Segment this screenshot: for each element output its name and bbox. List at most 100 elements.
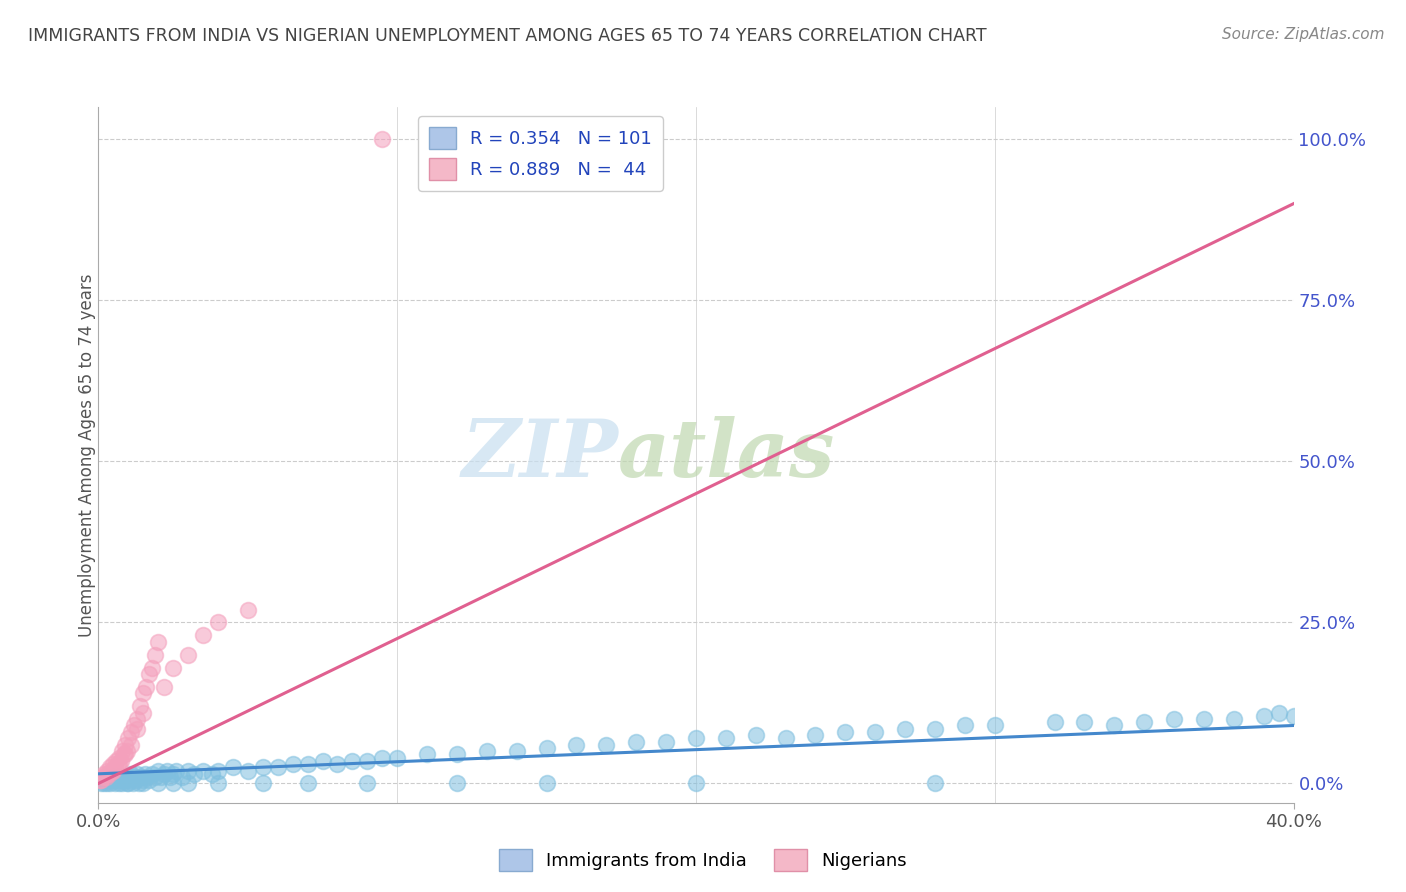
Point [1267,706,1289,720]
Point [129,770,152,784]
Point [120,766,142,781]
Point [141,766,163,781]
Point [96,764,118,778]
Point [172,770,194,784]
Y-axis label: Unemployment Among Ages 65 to 74 years: Unemployment Among Ages 65 to 74 years [79,273,96,637]
Text: atlas: atlas [619,417,835,493]
Point [506,744,529,758]
Point [103,764,125,778]
Point [127,722,149,736]
Point [162,776,184,790]
Point [1102,718,1125,732]
Point [536,741,558,756]
Point [115,744,138,758]
Point [120,725,142,739]
Point [134,766,156,781]
Point [117,770,139,784]
Point [104,776,127,790]
Point [114,773,136,788]
Point [326,757,349,772]
Point [96,776,118,790]
Point [132,773,155,788]
Point [101,764,124,778]
Point [446,747,468,762]
Point [685,776,707,790]
Point [107,757,129,772]
Point [129,699,152,714]
Point [89,773,111,788]
Point [201,766,224,781]
Point [924,776,946,790]
Point [236,764,259,778]
Point [111,776,134,790]
Point [103,757,125,772]
Point [207,776,229,790]
Point [385,750,409,764]
Point [475,744,498,758]
Point [775,731,797,746]
Point [124,770,146,784]
Point [153,766,176,781]
Point [983,718,1005,732]
Point [148,764,170,778]
Point [94,770,117,784]
Point [98,776,122,790]
Point [297,757,319,772]
Point [105,773,128,788]
Point [342,754,364,768]
Point [177,776,200,790]
Point [114,738,136,752]
Point [416,747,439,762]
Point [685,731,707,746]
Point [91,770,114,784]
Point [108,776,131,790]
Point [117,731,139,746]
Point [863,725,886,739]
Point [953,718,976,732]
Point [90,773,112,788]
Point [655,734,678,748]
Text: Source: ZipAtlas.com: Source: ZipAtlas.com [1222,27,1385,42]
Point [148,776,170,790]
Point [112,770,135,784]
Point [183,766,205,781]
Point [98,760,122,774]
Point [127,712,149,726]
Point [121,776,143,790]
Point [834,725,856,739]
Point [132,776,155,790]
Point [118,773,141,788]
Point [120,738,142,752]
Point [97,766,120,781]
Point [148,634,170,648]
Point [207,615,229,630]
Point [1192,712,1215,726]
Point [565,738,588,752]
Point [117,776,139,790]
Point [111,744,134,758]
Point [714,731,737,746]
Point [132,686,155,700]
Point [143,770,166,784]
Point [132,706,155,720]
Point [108,750,131,764]
Point [115,776,138,790]
Point [371,750,394,764]
Point [135,770,157,784]
Point [153,680,176,694]
Point [150,770,173,784]
Point [252,776,274,790]
Point [138,773,160,788]
Point [267,760,290,774]
Point [141,660,163,674]
Point [124,718,146,732]
Point [114,747,136,762]
Point [104,760,127,774]
Point [162,660,184,674]
Point [924,722,946,736]
Point [165,764,187,778]
Point [112,747,135,762]
Point [446,776,468,790]
Point [1282,708,1305,723]
Point [1133,715,1156,730]
